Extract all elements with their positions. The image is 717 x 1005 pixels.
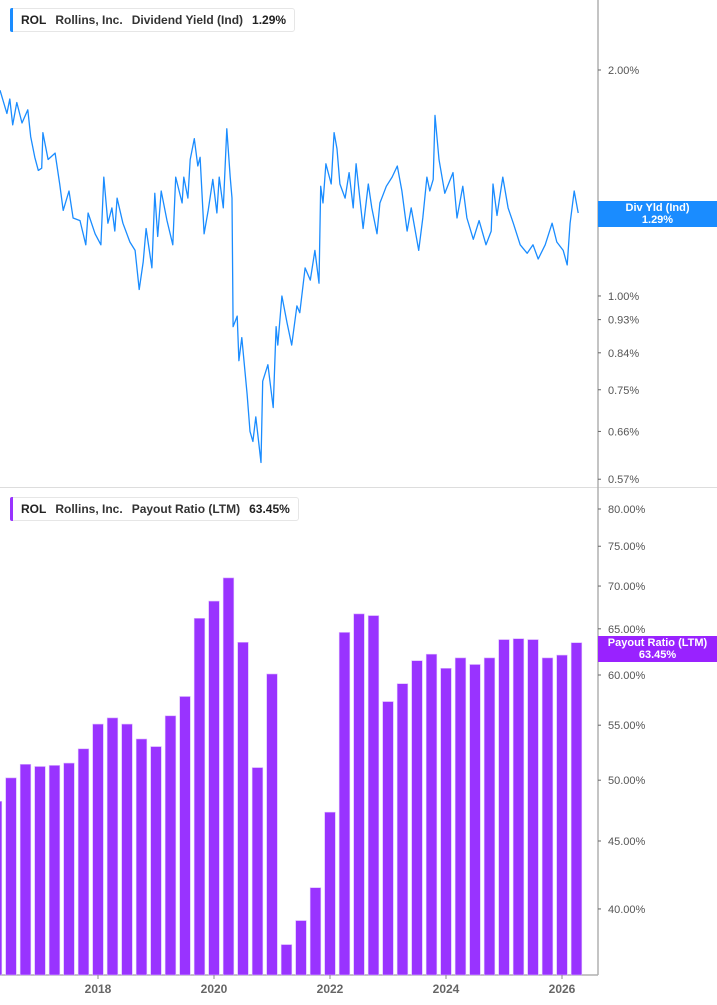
x-tick-label: 2026 xyxy=(549,982,576,996)
payout-ratio-bar xyxy=(266,673,278,976)
bottom-legend[interactable]: ROL Rollins, Inc. Payout Ratio (LTM) 63.… xyxy=(10,497,299,521)
payout-ratio-bar xyxy=(556,654,568,976)
payout-ratio-bar xyxy=(222,577,235,976)
x-tick-label: 2018 xyxy=(85,982,112,996)
tag-label: Payout Ratio (LTM) xyxy=(607,637,708,649)
y-tick-label: 45.00% xyxy=(608,836,646,848)
x-tick-label: 2022 xyxy=(317,982,344,996)
payout-ratio-bar xyxy=(295,920,307,976)
payout-ratio-bar xyxy=(512,638,525,976)
legend-value: 1.29% xyxy=(252,13,287,27)
tag-value: 1.29% xyxy=(641,214,674,226)
payout-ratio-bar xyxy=(48,765,61,976)
payout-ratio-bar xyxy=(570,642,583,976)
y-tick-label: 0.75% xyxy=(608,385,639,397)
payout-ratio-bar xyxy=(382,701,394,976)
payout-ratio-bar xyxy=(309,887,322,976)
legend-color-bar xyxy=(10,8,13,32)
payout-ratio-bar xyxy=(106,717,119,976)
payout-ratio-price-tag: Payout Ratio (LTM) 63.45% xyxy=(598,636,717,662)
payout-ratio-bar xyxy=(251,767,264,976)
y-tick-label: 1.00% xyxy=(608,291,639,303)
y-tick-label: 80.00% xyxy=(608,504,646,516)
legend-company: Rollins, Inc. xyxy=(55,502,123,516)
payout-ratio-bar xyxy=(280,944,293,976)
payout-ratio-bar xyxy=(396,683,409,976)
tag-value: 63.45% xyxy=(638,649,677,661)
legend-ticker: ROL xyxy=(21,13,47,27)
payout-ratio-bar xyxy=(411,660,423,976)
y-tick-label: 0.66% xyxy=(608,426,639,438)
y-tick-label: 2.00% xyxy=(608,65,639,77)
legend-ticker: ROL xyxy=(21,502,47,516)
payout-ratio-bar xyxy=(498,639,510,976)
top-legend[interactable]: ROL Rollins, Inc. Dividend Yield (Ind) 1… xyxy=(10,8,296,32)
payout-ratio-bar xyxy=(425,653,438,976)
x-tick-label: 2024 xyxy=(433,982,460,996)
y-tick-label: 55.00% xyxy=(608,720,646,732)
tag-label: Div Yld (Ind) xyxy=(625,202,690,214)
y-tick-label: 0.93% xyxy=(608,315,639,327)
payout-ratio-bar xyxy=(469,664,481,976)
payout-ratio-bar xyxy=(19,763,32,976)
legend-value: 63.45% xyxy=(249,502,290,516)
payout-ratio-bar xyxy=(63,762,75,976)
y-tick-label: 75.00% xyxy=(608,541,646,553)
payout-ratio-bar xyxy=(353,613,365,976)
payout-ratio-bar xyxy=(0,800,3,976)
y-tick-label: 50.00% xyxy=(608,775,646,787)
payout-ratio-bar xyxy=(338,632,351,976)
payout-ratio-bar xyxy=(541,657,554,976)
y-tick-label: 60.00% xyxy=(608,670,646,682)
legend-metric: Payout Ratio (LTM) xyxy=(131,502,241,516)
payout-ratio-bar xyxy=(135,738,148,976)
payout-ratio-bar xyxy=(121,723,133,976)
payout-ratio-bar xyxy=(34,766,46,976)
y-tick-label: 65.00% xyxy=(608,624,646,636)
payout-ratio-bar xyxy=(179,696,191,976)
payout-ratio-bar xyxy=(237,641,249,976)
payout-ratio-bar xyxy=(454,657,467,976)
payout-ratio-bar xyxy=(440,667,452,976)
legend-company: Rollins, Inc. xyxy=(55,13,123,27)
payout-ratio-bar xyxy=(208,600,220,976)
payout-ratio-bar xyxy=(77,748,90,976)
payout-ratio-bar xyxy=(150,746,162,976)
payout-ratio-bar xyxy=(92,723,104,976)
y-tick-label: 0.57% xyxy=(608,474,639,486)
payout-ratio-bar xyxy=(193,617,206,976)
y-tick-label: 40.00% xyxy=(608,904,646,916)
legend-metric: Dividend Yield (Ind) xyxy=(131,13,244,27)
payout-ratio-bar xyxy=(367,615,380,976)
legend-color-bar xyxy=(10,497,13,521)
payout-ratio-bar xyxy=(5,777,17,976)
dividend-yield-price-tag: Div Yld (Ind) 1.29% xyxy=(598,201,717,227)
dividend-yield-line xyxy=(0,90,579,464)
payout-ratio-bar xyxy=(527,639,539,976)
payout-ratio-bar xyxy=(483,657,496,976)
payout-ratio-bar xyxy=(164,715,177,976)
x-tick-label: 2020 xyxy=(201,982,228,996)
y-tick-label: 70.00% xyxy=(608,581,646,593)
y-tick-label: 0.84% xyxy=(608,348,639,360)
payout-ratio-bar xyxy=(324,811,336,976)
